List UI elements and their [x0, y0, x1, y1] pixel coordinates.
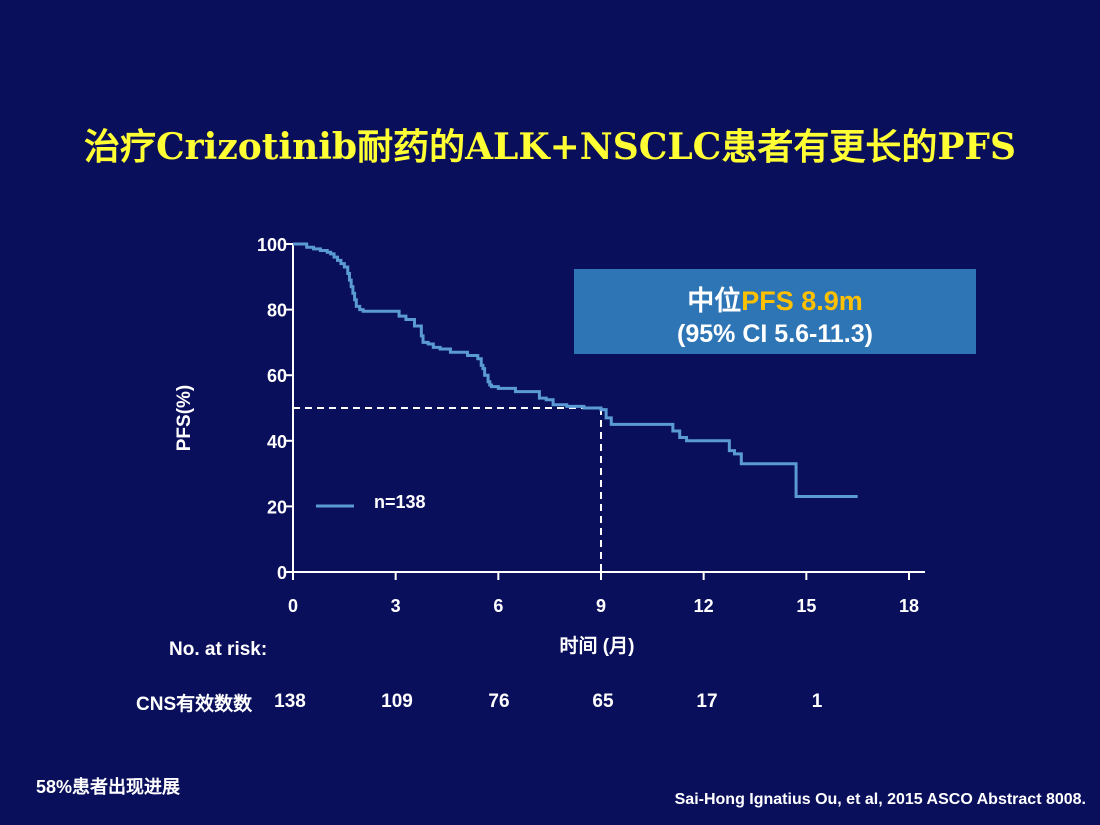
median-prefix: 中位 [687, 286, 742, 316]
x-tick-label: 0 [288, 596, 298, 616]
y-tick-label: 100 [257, 235, 287, 255]
x-axis-label: 时间 (月) [560, 635, 635, 657]
y-tick-label: 0 [277, 563, 287, 583]
y-tick-label: 20 [267, 497, 287, 517]
median-guides [293, 407, 602, 572]
risk-row-label: CNS有效数数 [136, 694, 253, 715]
y-axis-label: PFS(%) [174, 385, 195, 452]
chart-legend: n=138 [316, 492, 426, 512]
median-ci: (95% CI 5.6-11.3) [677, 320, 873, 348]
y-tick-label: 40 [267, 432, 287, 452]
y-tick-label: 60 [267, 366, 287, 386]
x-tick-label: 12 [694, 596, 714, 616]
citation: Sai-Hong Ignatius Ou, et al, 2015 ASCO A… [674, 791, 1086, 808]
x-tick-label: 15 [796, 596, 816, 616]
median-pfs-line: 中位PFS 8.9m [574, 279, 976, 318]
progression-footnote: 58%患者出现进展 [36, 777, 181, 797]
x-tick-label: 3 [391, 596, 401, 616]
y-tick-label: 80 [267, 301, 287, 321]
chart-axes: 0 20 40 60 80 100 0 3 6 9 12 15 18 [257, 235, 925, 616]
risk-table-title: No. at risk: [169, 639, 268, 660]
km-curve [293, 242, 858, 499]
median-value: PFS 8.9m [741, 286, 863, 316]
risk-value: 76 [488, 691, 510, 712]
x-tick-label: 9 [596, 596, 606, 616]
risk-value: 138 [274, 691, 306, 712]
risk-value: 1 [811, 691, 823, 712]
x-tick-label: 18 [899, 596, 919, 616]
x-tick-label: 6 [493, 596, 503, 616]
median-pfs-box: 中位PFS 8.9m (95% CI 5.6-11.3) [574, 269, 976, 354]
risk-value: 17 [696, 691, 718, 712]
risk-value: 109 [381, 691, 413, 712]
slide-title: 治疗Crizotinib耐药的ALK+NSCLC患者有更长的PFS [84, 126, 1016, 168]
risk-value: 65 [592, 691, 614, 712]
chart-series [293, 242, 858, 499]
legend-label: n=138 [374, 492, 426, 512]
